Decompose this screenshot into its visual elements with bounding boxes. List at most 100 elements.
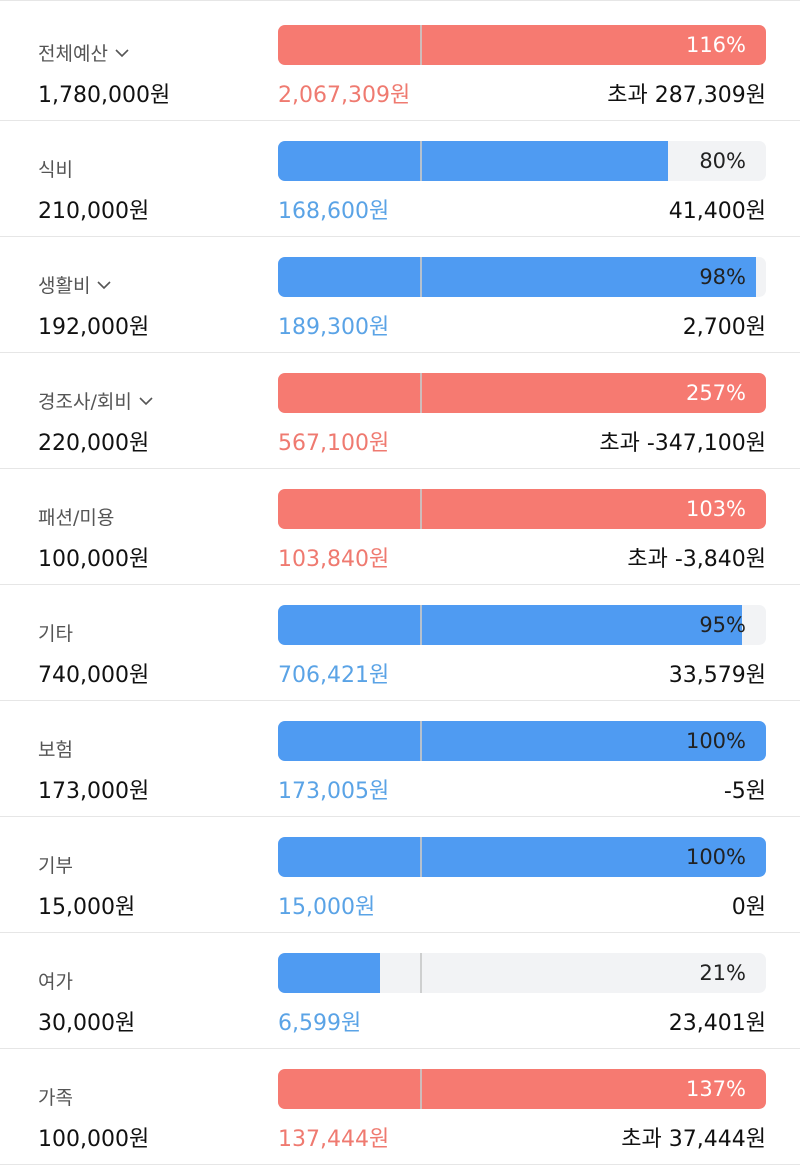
budget-row[interactable]: 패션/미용 100,000원 103% 103,840원 초과 -3,840원: [0, 469, 800, 585]
budget-amount: 100,000원: [38, 547, 150, 572]
budget-amount: 15,000원: [38, 895, 136, 920]
dropdown-chevron[interactable]: [96, 279, 112, 291]
progress-fill: [278, 953, 381, 993]
progress-track: 95%: [278, 605, 766, 645]
percent-label: 116%: [685, 33, 746, 57]
progress-divider: [420, 257, 422, 297]
progress-divider: [420, 837, 422, 877]
progress-divider: [420, 953, 422, 993]
category-label: 보험: [38, 739, 73, 761]
spent-amount: 2,067,309원: [278, 83, 411, 108]
budget-row[interactable]: 경조사/회비 220,000원 257% 567,100원 초과 -347,100원: [0, 353, 800, 469]
progress-fill: [278, 1069, 766, 1109]
category-label: 가족: [38, 1087, 73, 1109]
progress-track: 100%: [278, 721, 766, 761]
progress-fill: [278, 489, 766, 529]
progress-track: 21%: [278, 953, 766, 993]
progress-track: 116%: [278, 25, 766, 65]
category-name: 기타: [38, 619, 73, 646]
category-name: 생활비: [38, 271, 112, 298]
progress-divider: [420, 1069, 422, 1109]
progress-fill: [278, 837, 766, 877]
percent-label: 103%: [685, 497, 746, 521]
category-label: 식비: [38, 159, 73, 181]
progress-divider: [420, 141, 422, 181]
category-label: 기타: [38, 623, 73, 645]
spent-amount: 173,005원: [278, 779, 390, 804]
remaining-amount: 초과 -347,100원: [599, 431, 766, 456]
remaining-amount: 초과 287,309원: [607, 83, 766, 108]
category-name: 보험: [38, 735, 73, 762]
chevron-shape: [115, 48, 129, 57]
category-name: 식비: [38, 155, 73, 182]
percent-label: 100%: [685, 845, 746, 869]
remaining-amount: 33,579원: [668, 663, 766, 688]
category-name: 패션/미용: [38, 503, 114, 530]
progress-divider: [420, 721, 422, 761]
spent-amount: 137,444원: [278, 1127, 390, 1152]
category-label: 전체예산: [38, 43, 108, 65]
spent-amount: 103,840원: [278, 547, 390, 572]
budget-amount: 173,000원: [38, 779, 150, 804]
dropdown-chevron[interactable]: [114, 47, 130, 59]
percent-label: 95%: [699, 613, 746, 637]
progress-divider: [420, 489, 422, 529]
progress-fill: [278, 605, 742, 645]
remaining-amount: 0원: [731, 895, 766, 920]
progress-divider: [420, 25, 422, 65]
category-label: 기부: [38, 855, 73, 877]
budget-row[interactable]: 여가 30,000원 21% 6,599원 23,401원: [0, 933, 800, 1049]
progress-fill: [278, 721, 766, 761]
budget-row[interactable]: 보험 173,000원 100% 173,005원 -5원: [0, 701, 800, 817]
budget-amount: 740,000원: [38, 663, 150, 688]
budget-row[interactable]: 생활비 192,000원 98% 189,300원 2,700원: [0, 237, 800, 353]
percent-label: 80%: [699, 149, 746, 173]
percent-label: 100%: [685, 729, 746, 753]
dropdown-chevron[interactable]: [138, 395, 154, 407]
progress-track: 80%: [278, 141, 766, 181]
remaining-amount: 23,401원: [668, 1011, 766, 1036]
budget-amount: 100,000원: [38, 1127, 150, 1152]
spent-amount: 706,421원: [278, 663, 390, 688]
budget-amount: 30,000원: [38, 1011, 136, 1036]
category-name: 기부: [38, 851, 73, 878]
progress-track: 98%: [278, 257, 766, 297]
category-label: 생활비: [38, 275, 91, 297]
budget-row[interactable]: 기타 740,000원 95% 706,421원 33,579원: [0, 585, 800, 701]
remaining-amount: -5원: [723, 779, 766, 804]
category-label: 패션/미용: [38, 507, 115, 529]
spent-amount: 168,600원: [278, 199, 390, 224]
budget-row[interactable]: 식비 210,000원 80% 168,600원 41,400원: [0, 121, 800, 237]
chevron-shape: [97, 280, 112, 289]
budget-amount: 210,000원: [38, 199, 150, 224]
budget-row[interactable]: 가족 100,000원 137% 137,444원 초과 37,444원: [0, 1049, 800, 1165]
percent-label: 257%: [685, 381, 746, 405]
progress-fill: [278, 25, 766, 65]
progress-fill: [278, 141, 669, 181]
category-label: 경조사/회비: [38, 391, 132, 413]
progress-track: 100%: [278, 837, 766, 877]
spent-amount: 567,100원: [278, 431, 390, 456]
chevron-shape: [139, 396, 153, 405]
percent-label: 98%: [699, 265, 746, 289]
progress-track: 103%: [278, 489, 766, 529]
progress-fill: [278, 373, 766, 413]
budget-amount: 1,780,000원: [38, 83, 171, 108]
category-name: 경조사/회비: [38, 387, 154, 414]
remaining-amount: 41,400원: [668, 199, 766, 224]
percent-label: 137%: [685, 1077, 746, 1101]
budget-amount: 192,000원: [38, 315, 150, 340]
percent-label: 21%: [699, 961, 746, 985]
category-label: 여가: [38, 971, 73, 993]
progress-divider: [420, 373, 422, 413]
category-name: 전체예산: [38, 39, 130, 66]
budget-amount: 220,000원: [38, 431, 150, 456]
spent-amount: 6,599원: [278, 1011, 362, 1036]
budget-row[interactable]: 전체예산 1,780,000원 116% 2,067,309원 초과 287,309원: [0, 5, 800, 121]
remaining-amount: 2,700원: [682, 315, 766, 340]
remaining-amount: 초과 37,444원: [621, 1127, 766, 1152]
category-name: 여가: [38, 967, 73, 994]
budget-row[interactable]: 기부 15,000원 100% 15,000원 0원: [0, 817, 800, 933]
